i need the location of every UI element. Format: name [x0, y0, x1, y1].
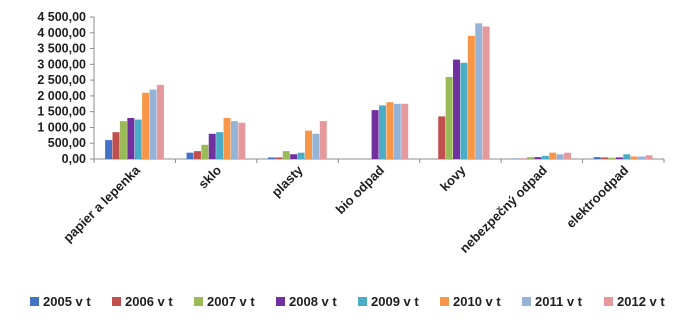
bar	[460, 62, 468, 160]
legend-item: 2005 v t	[30, 294, 91, 309]
legend-item: 2006 v t	[112, 294, 173, 309]
legend-swatch	[358, 297, 367, 306]
bar	[193, 151, 201, 159]
bar	[156, 84, 164, 159]
bar	[556, 154, 564, 159]
bar	[371, 110, 379, 159]
bar	[119, 121, 127, 159]
bar	[401, 103, 409, 159]
x-tick-label: papier a lepenka	[60, 162, 143, 245]
bar	[282, 151, 290, 159]
x-tick-label: elektroodpad	[563, 162, 631, 230]
x-tick-label: plasty	[269, 162, 307, 200]
legend-swatch	[112, 297, 121, 306]
bar	[149, 89, 157, 159]
bar	[304, 130, 312, 159]
legend-label: 2009 v t	[371, 294, 419, 309]
legend-item: 2011 v t	[522, 294, 583, 309]
legend-swatch	[30, 297, 39, 306]
bar	[319, 121, 327, 159]
legend-swatch	[604, 297, 613, 306]
legend-swatch	[440, 297, 449, 306]
bar	[112, 132, 120, 159]
x-tick-label: sklo	[195, 162, 224, 191]
bar	[549, 152, 557, 159]
x-tick-label: nebezpečný odpad	[457, 162, 550, 255]
legend-item: 2012 v t	[604, 294, 665, 309]
bars	[105, 23, 653, 160]
bar	[601, 157, 609, 159]
bar	[445, 76, 453, 159]
bar	[186, 152, 194, 159]
y-tick-label: 2 500,00	[37, 73, 86, 87]
y-tick-label: 0,00	[62, 152, 86, 166]
legend-label: 2005 v t	[43, 294, 91, 309]
bar	[638, 156, 646, 159]
y-tick-label: 4 500,00	[37, 10, 86, 24]
bar	[534, 157, 542, 159]
bar	[386, 102, 394, 159]
bar	[230, 121, 238, 159]
legend-swatch	[276, 297, 285, 306]
bar	[216, 132, 224, 159]
bar	[593, 157, 601, 159]
legend-swatch	[194, 297, 203, 306]
bar	[297, 152, 305, 159]
bar	[623, 154, 631, 159]
legend-label: 2007 v t	[207, 294, 255, 309]
legend-item: 2007 v t	[194, 294, 255, 309]
legend-label: 2010 v t	[453, 294, 501, 309]
y-tick-label: 3 500,00	[37, 42, 86, 56]
bar	[482, 26, 490, 159]
bar	[393, 103, 401, 159]
y-axis-ticks: 0,00 500,00 1 000,001 500,00 2 000,00 2 500,…	[37, 10, 94, 166]
bar	[615, 157, 623, 159]
y-tick-label: 500,00	[48, 136, 86, 150]
bar	[475, 23, 483, 160]
bar	[564, 152, 572, 159]
bar	[105, 140, 113, 159]
legend-label: 2012 v t	[617, 294, 665, 309]
legend-item: 2008 v t	[276, 294, 337, 309]
bar	[134, 119, 142, 159]
y-tick-label: 2 000,00	[37, 89, 86, 103]
bar	[223, 117, 231, 159]
legend-label: 2006 v t	[125, 294, 173, 309]
bar	[438, 116, 446, 159]
legend-label: 2008 v t	[289, 294, 337, 309]
bar	[645, 155, 653, 159]
bar	[453, 59, 461, 159]
bar	[467, 35, 475, 159]
bar	[541, 155, 549, 159]
legend-item: 2009 v t	[358, 294, 419, 309]
y-tick-label: 1 000,00	[37, 120, 86, 134]
legend-item: 2010 v t	[440, 294, 501, 309]
bar	[142, 92, 150, 159]
bar	[275, 157, 283, 159]
bar	[127, 117, 135, 159]
x-tick-label: kovy	[437, 162, 469, 194]
bar	[201, 144, 209, 159]
y-tick-label: 4 000,00	[37, 26, 86, 40]
bar	[379, 105, 386, 159]
bar	[630, 156, 638, 159]
bar	[312, 133, 320, 159]
legend-label: 2011 v t	[535, 294, 583, 309]
bar	[527, 157, 535, 159]
y-tick-label: 1 500,00	[37, 105, 86, 119]
x-axis-ticks: papier a lepenka sklo plasty bio odpad kovyn…	[60, 162, 631, 256]
legend-swatch	[522, 297, 531, 306]
bar	[238, 122, 246, 159]
bar	[208, 133, 216, 159]
y-tick-label: 3 000,00	[37, 57, 86, 71]
legend: 2005 v t 2006 v t 2007 v t 2008 v t 2009 v t…	[30, 294, 665, 309]
x-tick-label: bio odpad	[333, 162, 388, 217]
bar	[267, 157, 275, 159]
bar	[608, 157, 616, 159]
bar	[290, 154, 298, 159]
